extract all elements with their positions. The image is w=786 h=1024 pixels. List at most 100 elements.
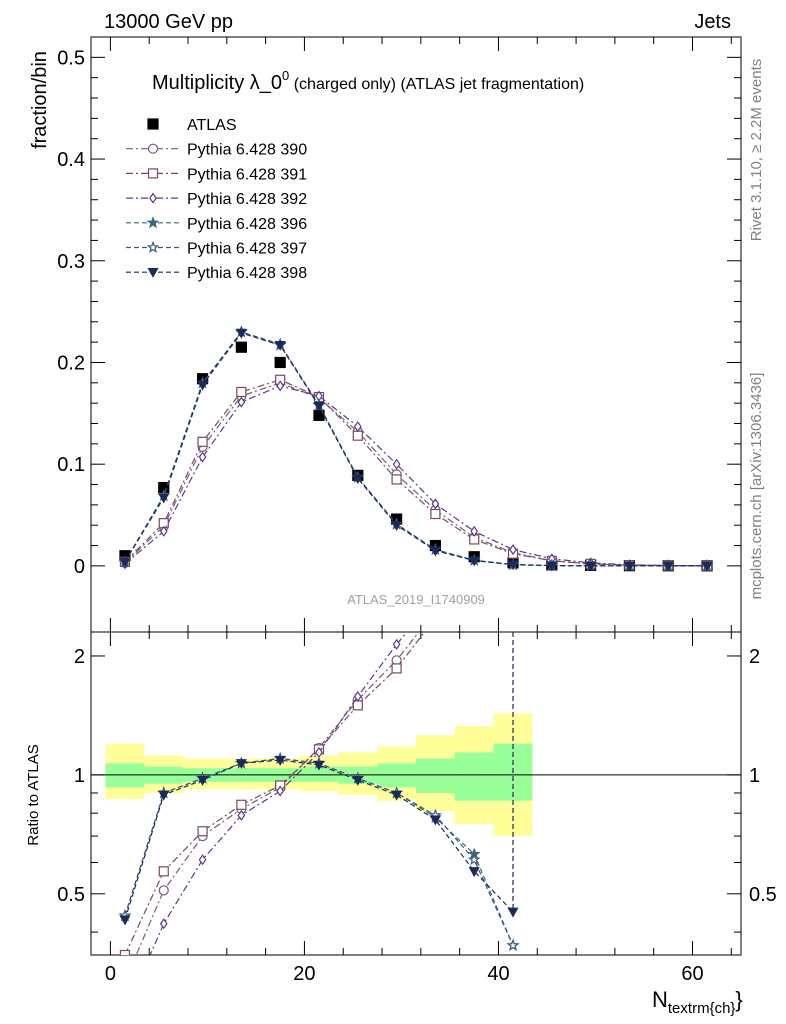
axes: 0 0.1 0.2 0.3 0.4 0.5 0 20 40 60 0.5 0.5 1 1 2 2 <box>57 36 777 985</box>
legend-label: Pythia 6.428 390 <box>187 142 307 159</box>
ratio-tick-label-right: 0.5 <box>749 884 777 906</box>
legend-marker <box>147 168 159 179</box>
legend-label: Pythia 6.428 397 <box>187 241 307 258</box>
series-pythia-6-428-391-point <box>197 436 208 447</box>
x-tick-label: 40 <box>487 963 509 985</box>
chart-title: Multiplicity λ_00 (charged only) (ATLAS … <box>152 68 584 94</box>
series-pythia-6-428-397-line <box>124 331 708 567</box>
series-pythia-6-428-391-point <box>352 430 363 441</box>
ratio-pythia-6-428-398-point <box>313 760 325 771</box>
ratio-pythia-6-428-398-point <box>468 867 480 878</box>
y-tick-label: 0.3 <box>57 251 85 273</box>
series-pythia-6-428-392-line <box>124 385 708 567</box>
series-atlas-point <box>235 341 247 353</box>
x-tick-label: 20 <box>293 963 315 985</box>
ratio-pythia-6-428-391-point <box>391 663 402 674</box>
ratio-pythia-6-428-398 <box>119 755 519 926</box>
series-pythia-6-428-398-point <box>701 561 713 572</box>
legend-label: Pythia 6.428 398 <box>187 265 307 282</box>
legend: ATLAS Pythia 6.428 390 Pythia 6.428 391 Pyt… <box>126 117 307 282</box>
series-pythia-6-428-392-point <box>237 396 246 408</box>
ratio-pythia-6-428-391-point <box>197 826 208 837</box>
legend-entry-6: Pythia 6.428 398 <box>126 265 307 282</box>
ratio-pythia-6-428-398-point <box>507 907 519 918</box>
series-pythia-6-428-390-line <box>124 382 708 567</box>
y-tick-label: 0.1 <box>57 454 85 476</box>
ratio-tick-label: 1 <box>74 765 85 787</box>
legend-entry-5: Pythia 6.428 397 <box>126 241 307 258</box>
legend-marker <box>146 216 160 229</box>
ratio-pythia-6-428-398-point <box>429 815 441 826</box>
x-axis-label-sub: textrm{ch} <box>668 1000 736 1017</box>
series-pythia-6-428-398-point <box>313 402 325 412</box>
ratio-pythia-6-428-391-point <box>236 799 247 810</box>
legend-label: Pythia 6.428 396 <box>187 216 307 233</box>
series-pythia-6-428-398-point <box>662 561 674 572</box>
ratio-pythia-6-428-392 <box>149 632 408 955</box>
series-pythia-6-428-390 <box>119 377 713 571</box>
series-pythia-6-428-392-point <box>198 451 207 463</box>
x-tick-label: 0 <box>105 963 116 985</box>
series-layer <box>118 325 714 955</box>
ratio-tick-label: 0.5 <box>57 884 85 906</box>
series-pythia-6-428-398-point <box>391 521 403 531</box>
ratio-pythia-6-428-398-point <box>391 790 403 801</box>
ratio-panel-series <box>118 632 520 955</box>
ratio-pythia-6-428-391-point <box>352 700 363 711</box>
legend-entry-1: Pythia 6.428 390 <box>126 142 307 159</box>
legend-marker <box>147 118 159 130</box>
ratio-axis-label: Ratio to ATLAS <box>25 744 42 845</box>
series-pythia-6-428-392 <box>121 380 711 572</box>
ratio-frame <box>90 631 742 956</box>
legend-label: Pythia 6.428 391 <box>187 166 307 183</box>
ratio-tick-label-right: 2 <box>749 646 760 668</box>
ratio-pythia-6-428-392-point <box>392 638 401 650</box>
ratio-pythia-6-428-392-point <box>198 854 207 866</box>
ratio-pythia-6-428-391-point <box>158 866 169 877</box>
axis-labels: fraction/bin Ratio to ATLAS Ntextrm{ch}} <box>25 51 743 1017</box>
series-pythia-6-428-398-line <box>124 332 708 567</box>
ratio-pythia-6-428-398-point <box>235 759 247 770</box>
x-axis-label-tail: } <box>735 987 742 1012</box>
series-pythia-6-428-391-point <box>391 474 402 485</box>
mcplots-label: mcplots.cern.ch [arXiv:1306.3436] <box>748 373 765 600</box>
legend-label: ATLAS <box>187 117 237 134</box>
x-axis-label: N <box>652 987 668 1012</box>
y-tick-label: 0.5 <box>57 47 85 69</box>
title-rest: (charged only) (ATLAS jet fragmentation) <box>289 76 584 93</box>
series-pythia-6-428-396-line <box>124 331 708 567</box>
series-pythia-6-428-398 <box>119 328 713 572</box>
series-pythia-6-428-398-point <box>429 546 441 557</box>
series-pythia-6-428-392-point <box>276 380 285 392</box>
series-pythia-6-428-392-point <box>353 421 362 433</box>
legend-entry-4: Pythia 6.428 396 <box>126 216 307 233</box>
ratio-pythia-6-428-398-point <box>274 755 286 766</box>
title-main: Multiplicity λ_0 <box>152 72 282 94</box>
rivet-label: Rivet 3.1.10, ≥ 2.2M events <box>748 59 765 242</box>
legend-label: Pythia 6.428 392 <box>187 191 307 208</box>
series-pythia-6-428-398-point <box>585 561 597 572</box>
ratio-pythia-6-428-397-point <box>467 852 481 866</box>
x-tick-label: 60 <box>681 963 703 985</box>
series-pythia-6-428-392-point <box>159 525 168 537</box>
series-pythia-6-428-392-point <box>509 544 517 556</box>
series-pythia-6-428-398-point <box>235 328 247 339</box>
series-pythia-6-428-398-point <box>197 380 209 391</box>
ratio-pythia-6-428-392-point <box>159 918 168 930</box>
header: 13000 GeV pp Jets <box>104 11 731 33</box>
y-tick-label: 0.4 <box>57 149 85 171</box>
series-pythia-6-428-391-line <box>124 379 708 567</box>
ratio-pythia-6-428-392-point <box>276 785 285 797</box>
ratio-pythia-6-428-398-point <box>158 790 170 801</box>
series-pythia-6-428-398-point <box>623 561 635 572</box>
series-pythia-6-428-392-point <box>470 525 479 537</box>
ratio-pythia-6-428-398-point <box>352 775 364 786</box>
series-pythia-6-428-398-point <box>352 474 364 485</box>
series-pythia-6-428-392-point <box>392 458 401 470</box>
legend-marker <box>147 268 159 278</box>
legend-marker <box>146 240 160 253</box>
title-sup: 0 <box>282 68 289 83</box>
legend-entry-3: Pythia 6.428 392 <box>126 191 307 208</box>
series-pythia-6-428-398-point <box>468 556 480 567</box>
main-panel-series <box>118 325 714 572</box>
